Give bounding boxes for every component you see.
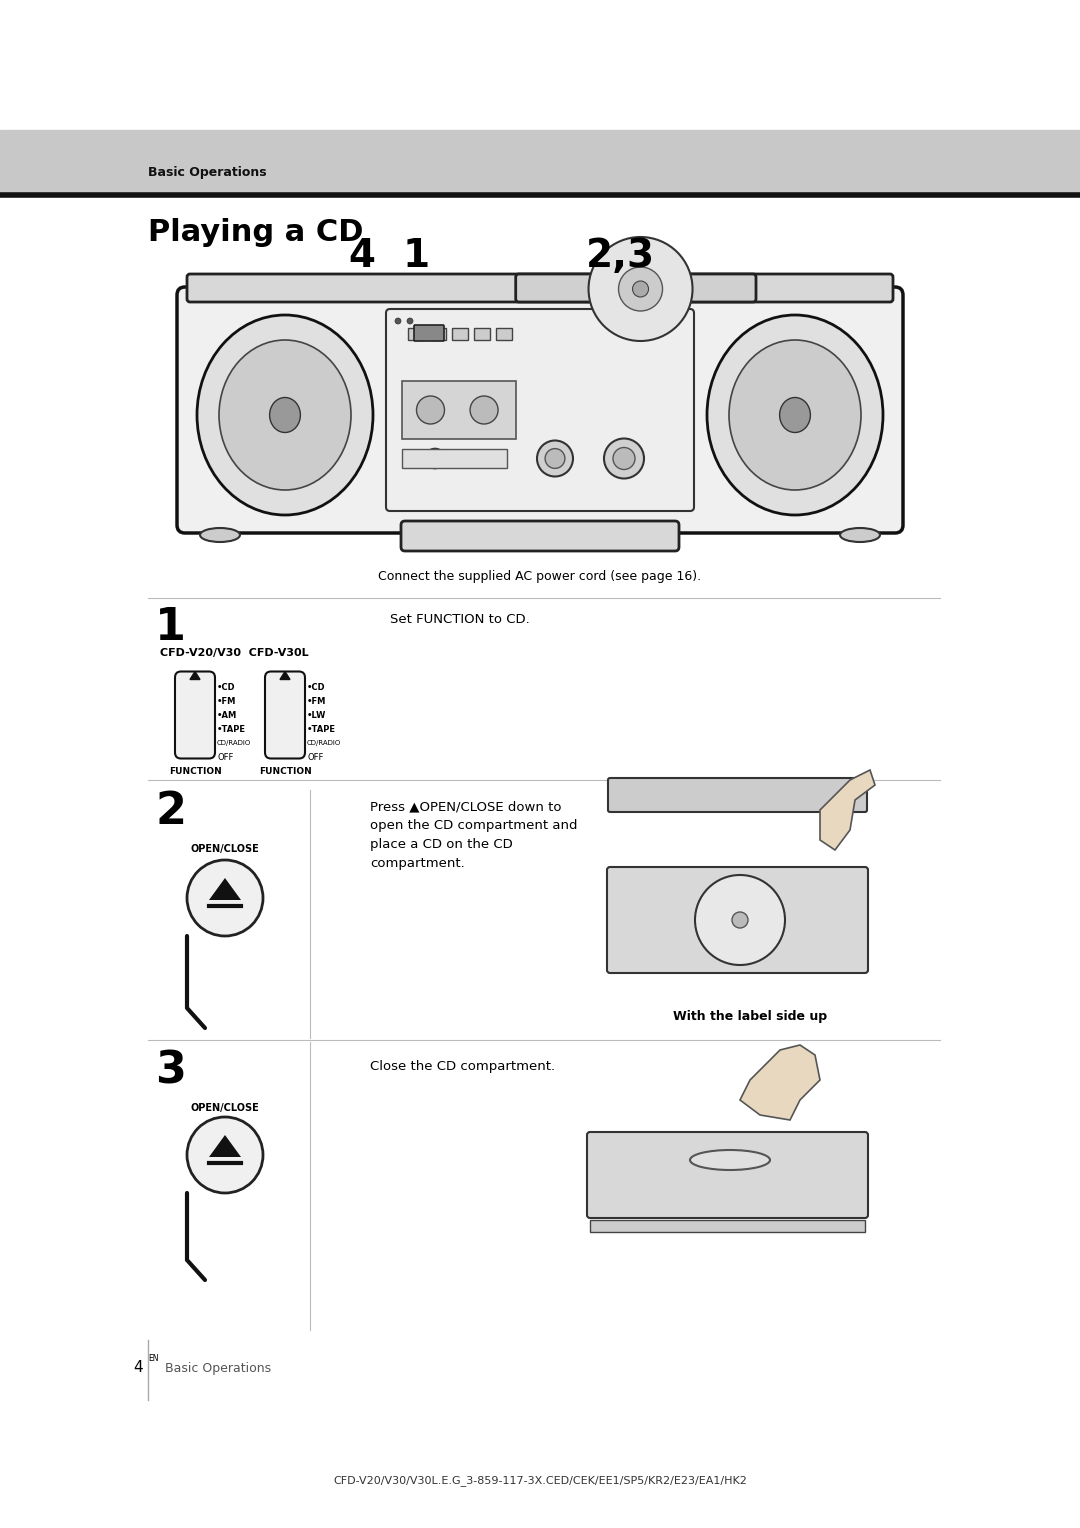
FancyBboxPatch shape bbox=[401, 521, 679, 552]
Text: •FM: •FM bbox=[217, 697, 237, 706]
FancyBboxPatch shape bbox=[414, 325, 444, 341]
FancyBboxPatch shape bbox=[607, 866, 868, 973]
Text: OPEN/CLOSE: OPEN/CLOSE bbox=[191, 1103, 259, 1112]
Circle shape bbox=[417, 396, 445, 423]
FancyBboxPatch shape bbox=[588, 1132, 868, 1218]
Text: 4  1: 4 1 bbox=[350, 237, 431, 275]
Text: 1: 1 bbox=[156, 607, 186, 649]
Polygon shape bbox=[740, 1045, 820, 1120]
FancyBboxPatch shape bbox=[175, 671, 215, 758]
Text: FUNCTION: FUNCTION bbox=[258, 767, 311, 776]
Circle shape bbox=[732, 912, 748, 927]
Circle shape bbox=[187, 1117, 264, 1193]
Text: OPEN/CLOSE: OPEN/CLOSE bbox=[191, 843, 259, 854]
Text: •CD: •CD bbox=[217, 683, 235, 692]
Bar bbox=[496, 329, 512, 341]
Text: Basic Operations: Basic Operations bbox=[165, 1361, 271, 1375]
Bar bbox=[402, 449, 507, 468]
Polygon shape bbox=[820, 770, 875, 850]
Ellipse shape bbox=[200, 529, 240, 542]
FancyBboxPatch shape bbox=[516, 274, 756, 303]
Text: •FM: •FM bbox=[307, 697, 326, 706]
Text: 4: 4 bbox=[133, 1360, 143, 1375]
Circle shape bbox=[426, 449, 445, 469]
FancyBboxPatch shape bbox=[265, 671, 305, 758]
Text: FUNCTION: FUNCTION bbox=[168, 767, 221, 776]
Polygon shape bbox=[210, 879, 241, 900]
Text: Press ▲OPEN/CLOSE down to
open the CD compartment and
place a CD on the CD
compa: Press ▲OPEN/CLOSE down to open the CD co… bbox=[370, 801, 578, 869]
Text: •LW: •LW bbox=[307, 711, 326, 720]
FancyBboxPatch shape bbox=[177, 287, 903, 533]
Circle shape bbox=[619, 267, 662, 312]
Ellipse shape bbox=[219, 341, 351, 490]
Circle shape bbox=[545, 449, 565, 469]
Text: •AM: •AM bbox=[217, 711, 238, 720]
Ellipse shape bbox=[690, 1151, 770, 1170]
FancyBboxPatch shape bbox=[608, 778, 867, 811]
Polygon shape bbox=[280, 671, 291, 680]
Text: Basic Operations: Basic Operations bbox=[148, 167, 267, 179]
Text: •TAPE: •TAPE bbox=[217, 724, 246, 733]
Circle shape bbox=[696, 876, 785, 966]
Text: Close the CD compartment.: Close the CD compartment. bbox=[370, 1060, 555, 1073]
Circle shape bbox=[187, 860, 264, 937]
Text: •CD: •CD bbox=[307, 683, 326, 692]
Text: CD/RADIO: CD/RADIO bbox=[307, 740, 341, 746]
Text: OFF: OFF bbox=[217, 752, 233, 761]
Text: 2,3: 2,3 bbox=[585, 237, 654, 275]
Polygon shape bbox=[210, 1135, 241, 1157]
Circle shape bbox=[613, 448, 635, 469]
Bar bbox=[474, 329, 490, 341]
Text: CD/RADIO: CD/RADIO bbox=[217, 740, 252, 746]
Circle shape bbox=[470, 396, 498, 423]
Text: •TAPE: •TAPE bbox=[307, 724, 336, 733]
Circle shape bbox=[395, 318, 401, 324]
Ellipse shape bbox=[197, 315, 373, 515]
Text: 2: 2 bbox=[156, 790, 186, 833]
Ellipse shape bbox=[270, 397, 300, 432]
Text: OFF: OFF bbox=[307, 752, 323, 761]
Circle shape bbox=[537, 440, 573, 477]
Circle shape bbox=[589, 237, 692, 341]
Ellipse shape bbox=[840, 529, 880, 542]
Bar bbox=[590, 1219, 865, 1232]
Ellipse shape bbox=[707, 315, 883, 515]
Text: Playing a CD: Playing a CD bbox=[148, 219, 364, 248]
Text: CFD-V20/V30/V30L.E.G_3-859-117-3X.CED/CEK/EE1/SP5/KR2/E23/EA1/HK2: CFD-V20/V30/V30L.E.G_3-859-117-3X.CED/CE… bbox=[333, 1475, 747, 1485]
Bar bbox=[402, 380, 516, 439]
Text: 3: 3 bbox=[156, 1050, 186, 1093]
Bar bbox=[0, 130, 1080, 196]
Bar bbox=[408, 329, 424, 341]
Ellipse shape bbox=[780, 397, 810, 432]
Circle shape bbox=[407, 318, 413, 324]
Polygon shape bbox=[190, 671, 200, 680]
Text: With the label side up: With the label side up bbox=[673, 1010, 827, 1024]
Text: Set FUNCTION to CD.: Set FUNCTION to CD. bbox=[390, 613, 530, 626]
Circle shape bbox=[604, 439, 644, 478]
FancyBboxPatch shape bbox=[386, 309, 694, 510]
Ellipse shape bbox=[729, 341, 861, 490]
Text: EN: EN bbox=[148, 1354, 159, 1363]
Circle shape bbox=[633, 281, 648, 296]
FancyBboxPatch shape bbox=[187, 274, 893, 303]
Bar bbox=[430, 329, 446, 341]
Text: CFD-V20/V30  CFD-V30L: CFD-V20/V30 CFD-V30L bbox=[160, 648, 309, 659]
Text: Connect the supplied AC power cord (see page 16).: Connect the supplied AC power cord (see … bbox=[378, 570, 702, 584]
Bar bbox=[453, 329, 468, 341]
